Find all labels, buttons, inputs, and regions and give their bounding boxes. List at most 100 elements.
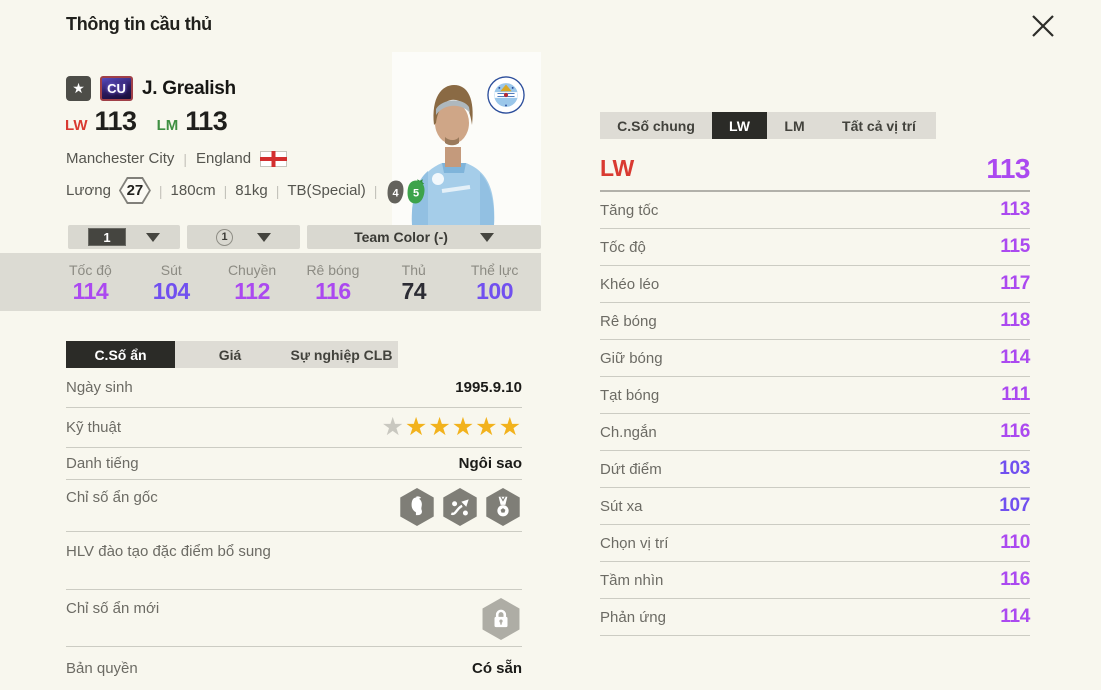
row-new-hidden-stats: Chỉ số ẩn mới [66, 590, 522, 647]
row-birth-date: Ngày sinh 1995.9.10 [66, 368, 522, 408]
club-nation-row: Manchester City | England [66, 150, 288, 167]
position-stat-value: 116 [1000, 569, 1030, 590]
flair-head-icon [400, 488, 434, 526]
summary-stat: Tốc độ 114 [50, 259, 131, 307]
nation-name: England [196, 150, 252, 167]
close-button[interactable] [1024, 7, 1062, 45]
summary-stat: Thể lực 100 [454, 259, 535, 307]
summary-stat-label: Rê bóng [306, 261, 360, 278]
position-stat-value: 113 [1000, 199, 1030, 220]
foot-ability-badges: 4 5 [387, 177, 425, 204]
row-fame: Danh tiếng Ngôi sao [66, 448, 522, 480]
player-name: J. Grealish [142, 77, 236, 99]
position-stat-label: Tạt bóng [600, 386, 660, 404]
tab-price[interactable]: Giá [218, 346, 242, 363]
team-color-value: Team Color (-) [354, 229, 448, 245]
hidden-stat-icons [398, 488, 522, 526]
row-coach-training: HLV đào tạo đặc điểm bổ sung [66, 532, 522, 590]
summary-stat-value: 116 [315, 277, 351, 304]
detail-tabbar: C.Số ẩn Giá Sự nghiệp CLB [66, 341, 398, 368]
position-stat-value: 114 [1000, 347, 1030, 368]
right-foot-badge-icon: 5 [407, 179, 425, 204]
summary-stat: Thủ 74 [373, 259, 454, 307]
tab-general-stats[interactable]: C.Số chung [617, 117, 695, 134]
summary-stat-value: 100 [476, 277, 514, 304]
star-filled-icon: ★ [475, 413, 499, 441]
tab-lm[interactable]: LM [784, 117, 805, 134]
position-stat-row: Ch.ngắn 116 [600, 414, 1030, 451]
position-stat-row: Phản ứng 114 [600, 599, 1030, 636]
position-stat-row: Giữ bóng 114 [600, 340, 1030, 377]
position-stat-value: 110 [1000, 532, 1030, 553]
summary-stat: Chuyền 112 [212, 259, 293, 307]
position-stat-label: Phản ứng [600, 608, 666, 626]
cu-season-badge: CU [100, 76, 133, 101]
chevron-down-icon [146, 232, 160, 242]
level-value: 1 [88, 228, 126, 246]
chevron-down-icon [257, 232, 271, 242]
detail-rows: Ngày sinh 1995.9.10 Kỹ thuật ★★★★★★ Danh… [66, 368, 522, 690]
position-header-row: LW 113 [600, 139, 1030, 192]
salary-label: Lương [66, 182, 111, 199]
row-skill-moves: Kỹ thuật ★★★★★★ [66, 408, 522, 448]
position-stat-value: 116 [1000, 421, 1030, 442]
position-label-lm: LM [156, 117, 179, 134]
position-stat-value: 107 [999, 495, 1030, 516]
tab-club-career[interactable]: Sự nghiệp CLB [290, 346, 393, 363]
salary-hexagon-badge: 27 [118, 177, 151, 204]
summary-stat-value: 112 [234, 277, 270, 304]
summary-stat-label: Thể lực [470, 261, 519, 278]
body-type: TB(Special) [287, 182, 366, 199]
position-header-value: 113 [986, 152, 1030, 184]
summary-stat-value: 74 [401, 277, 427, 304]
position-stats-panel: LW 113 Tăng tốc 113 Tốc độ 115 Khéo léo … [600, 139, 1030, 636]
summary-stats-strip: Tốc độ 114 Sút 104 Chuyền 112 Rê bóng 11… [0, 253, 541, 311]
summary-stat-label: Chuyền [227, 261, 277, 278]
player-photo [411, 85, 495, 225]
position-stat-label: Tốc độ [600, 238, 646, 256]
lock-icon [482, 598, 520, 640]
position-label-lw: LW [65, 117, 88, 134]
position-stat-label: Chọn vị trí [600, 534, 669, 552]
level-dropdown[interactable]: 1 [68, 225, 180, 249]
tab-lw[interactable]: LW [712, 112, 767, 139]
dribble-path-icon [443, 488, 477, 526]
enhance-grade-dropdown[interactable]: 1 [187, 225, 300, 249]
summary-stat-value: 114 [72, 277, 109, 304]
position-stat-value: 117 [1000, 273, 1030, 294]
svg-text:5: 5 [413, 188, 419, 200]
position-stat-row: Tốc độ 115 [600, 229, 1030, 266]
position-ratings: LW 113 LM 113 [65, 106, 228, 142]
position-stat-row: Tăng tốc 113 [600, 192, 1030, 229]
position-stat-label: Rê bóng [600, 312, 657, 330]
player-meta-row: Lương 27 | 180cm | 81kg | TB(Special) | … [66, 177, 425, 204]
position-stat-row: Chọn vị trí 110 [600, 525, 1030, 562]
row-license: Bản quyền Có sẵn [66, 660, 522, 677]
position-header-label: LW [600, 155, 634, 181]
team-color-dropdown[interactable]: Team Color (-) [307, 225, 541, 249]
tab-all-positions[interactable]: Tất cả vị trí [842, 117, 916, 134]
enhance-grade-value: 1 [216, 228, 233, 246]
tab-hidden-stats[interactable]: C.Số ẩn [66, 341, 175, 368]
player-photo-panel [392, 52, 541, 225]
position-stat-row: Khéo léo 117 [600, 266, 1030, 303]
position-stat-row: Sút xa 107 [600, 488, 1030, 525]
medal-ball-icon [486, 488, 520, 526]
position-stat-value: 114 [1000, 606, 1030, 627]
grade-star-icon: ★ [66, 76, 91, 101]
summary-stat: Rê bóng 116 [293, 259, 374, 307]
birth-date-value: 1995.9.10 [455, 379, 522, 396]
position-stat-label: Khéo léo [600, 275, 660, 293]
position-stat-value: 118 [1000, 310, 1030, 331]
star-filled-icon: ★ [451, 413, 476, 441]
summary-stat-label: Tốc độ [69, 261, 112, 278]
position-stat-label: Sút xa [600, 497, 643, 515]
summary-stat-label: Sút [160, 261, 182, 278]
fame-value: Ngôi sao [458, 455, 522, 472]
position-ovr-lm: 113 [185, 106, 228, 136]
position-stat-label: Dứt điểm [600, 460, 662, 478]
position-stats-tabbar: C.Số chung LW LM Tất cả vị trí [600, 112, 936, 139]
star-filled-icon: ★ [498, 413, 522, 441]
star-filled-icon: ★ [404, 413, 429, 441]
position-stat-value: 115 [1000, 236, 1030, 257]
